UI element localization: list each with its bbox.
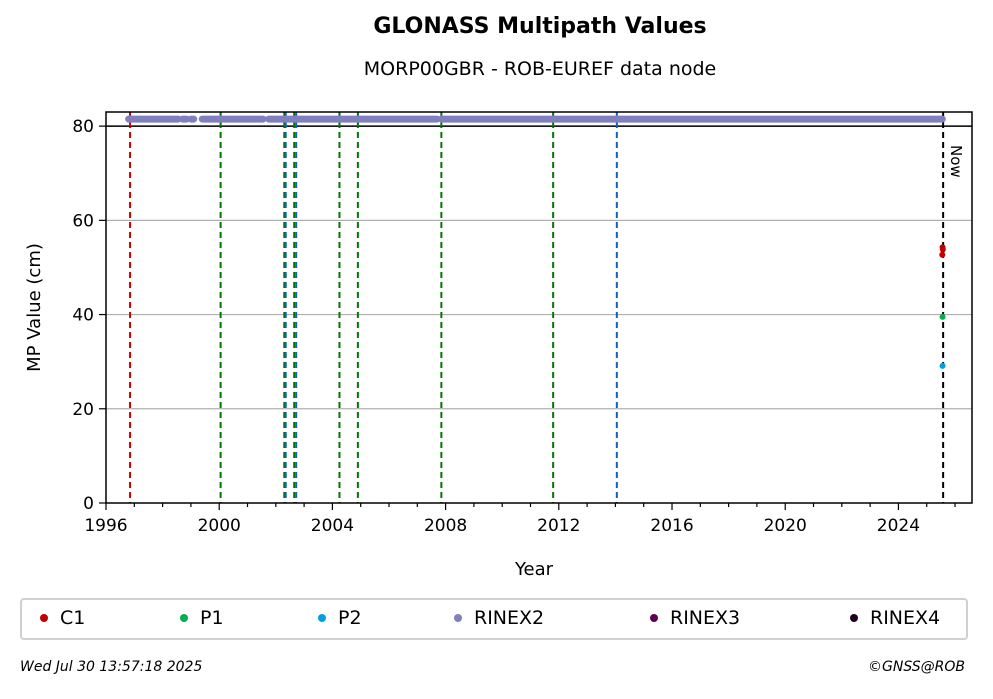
y-tick-label: 80 — [72, 117, 94, 137]
data-point-p1 — [939, 313, 946, 320]
y-tick-label: 40 — [72, 306, 94, 326]
x-tick-label: 2024 — [877, 516, 920, 536]
legend-item-c1: C1 — [40, 607, 85, 629]
x-tick-label: 2008 — [424, 516, 467, 536]
legend-marker-c1 — [40, 614, 48, 622]
legend: C1 P1 P2 RINEX2 RINEX3 RINEX4 — [20, 598, 968, 640]
y-tick-label: 0 — [83, 494, 94, 514]
legend-marker-rinex4 — [850, 614, 858, 622]
chart-subtitle: MORP00GBR - ROB-EUREF data node — [363, 58, 717, 80]
x-axis-label: Year — [514, 559, 554, 580]
legend-marker-rinex2 — [454, 614, 462, 622]
data-point-p2 — [939, 362, 946, 369]
data-point-c1 — [939, 244, 946, 251]
x-tick-label: 2000 — [198, 516, 241, 536]
chart-title: GLONASS Multipath Values — [373, 14, 707, 39]
x-tick-label: 2020 — [764, 516, 807, 536]
legend-label-c1: C1 — [60, 607, 86, 629]
x-tick-label: 1996 — [84, 516, 127, 536]
legend-label-rinex3: RINEX3 — [670, 607, 741, 629]
legend-marker-p1 — [180, 614, 188, 622]
legend-item-rinex3: RINEX3 — [650, 607, 740, 629]
legend-marker-rinex3 — [650, 614, 658, 622]
y-tick-label: 20 — [72, 400, 94, 420]
data-point-c1 — [939, 251, 946, 258]
y-axis-label: MP Value (cm) — [24, 243, 45, 372]
footer-credit: ©GNSS@ROB — [868, 659, 965, 675]
now-label: Now — [947, 145, 965, 178]
chart-area: Now 1996 2000 2004 2008 2012 2016 2020 2024 0 20 40… — [24, 111, 973, 580]
x-tick-label: 2012 — [537, 516, 580, 536]
legend-label-p1: P1 — [200, 607, 224, 629]
y-tick-label: 60 — [72, 211, 94, 231]
legend-item-rinex4: RINEX4 — [850, 607, 940, 629]
legend-label-rinex2: RINEX2 — [474, 607, 545, 629]
x-tick-label: 2016 — [650, 516, 693, 536]
legend-label-rinex4: RINEX4 — [870, 607, 941, 629]
legend-item-p2: P2 — [318, 607, 362, 629]
legend-marker-p2 — [318, 614, 326, 622]
legend-item-p1: P1 — [180, 607, 224, 629]
footer-timestamp: Wed Jul 30 13:57:18 2025 — [20, 659, 203, 675]
legend-item-rinex2: RINEX2 — [454, 607, 544, 629]
x-tick-label: 2004 — [311, 516, 354, 536]
plot-frame — [105, 111, 973, 504]
legend-label-p2: P2 — [338, 607, 362, 629]
